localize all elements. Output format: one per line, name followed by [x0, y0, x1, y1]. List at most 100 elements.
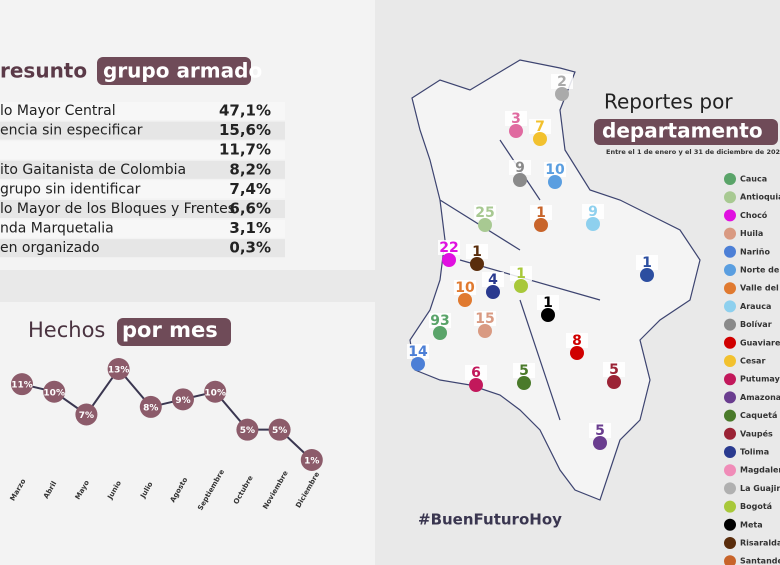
marker-tag	[407, 344, 429, 359]
marker-dot	[517, 376, 531, 390]
row-band	[0, 219, 285, 238]
marker-tag	[636, 255, 658, 270]
legend-swatch	[724, 427, 736, 440]
group-value: 11,7%	[219, 141, 271, 159]
row-band	[0, 200, 285, 218]
legend-label: Antioquia	[740, 193, 780, 202]
marker-dot	[534, 218, 548, 232]
marker-value: 22	[439, 240, 458, 256]
groups-title-highlight: grupo armado	[103, 59, 262, 83]
point	[300, 449, 323, 471]
marker-dot	[555, 87, 569, 101]
legend-swatch	[724, 555, 736, 565]
legend-label: Norte de Sa	[740, 266, 780, 275]
marker-dot	[458, 293, 472, 307]
marker-tag	[544, 162, 566, 177]
marker-tag	[537, 295, 559, 310]
marker-tag	[603, 362, 625, 377]
marker-tag	[465, 365, 487, 380]
marker-dot	[478, 324, 492, 338]
marker-tag	[482, 272, 504, 287]
row-band	[0, 160, 285, 179]
point	[139, 395, 162, 418]
legend-swatch	[724, 282, 736, 295]
legend-swatch	[724, 318, 736, 331]
legend-swatch	[724, 264, 736, 276]
group-value: 47,1%	[219, 102, 271, 120]
legend-swatch	[724, 391, 736, 404]
legend-label: Magdalena	[740, 466, 780, 475]
marker-dot	[411, 357, 425, 371]
legend-swatch	[724, 227, 736, 240]
value-label: 5%	[272, 426, 287, 436]
point	[43, 380, 66, 403]
legend-label: Risaralda	[740, 539, 780, 548]
marker-tag	[466, 244, 488, 259]
marker-value: 3	[511, 111, 521, 127]
value-label: 8%	[143, 403, 158, 413]
value-label: 11%	[11, 381, 33, 391]
marker-dot	[469, 378, 483, 392]
group-label: grupo sin identificar	[0, 181, 141, 197]
legend-swatch	[724, 245, 736, 258]
row-band	[0, 180, 285, 199]
marker-tag	[530, 205, 552, 220]
legend-swatch	[724, 482, 736, 495]
legend-label: Bolívar	[740, 320, 772, 329]
legend-swatch	[724, 300, 736, 313]
legend-label: Cesar	[740, 357, 765, 366]
value-label: 9%	[175, 396, 190, 406]
highlight	[117, 318, 231, 346]
marker-value: 14	[408, 344, 428, 360]
legend-swatch	[724, 191, 736, 204]
marker-dot	[640, 268, 654, 282]
legend-swatch	[724, 500, 736, 513]
row-band	[0, 239, 285, 258]
value-label: 13%	[108, 366, 130, 376]
legend-swatch	[724, 446, 736, 458]
highlight	[97, 57, 251, 85]
value-label: 5%	[240, 426, 255, 436]
legend-swatch	[724, 373, 736, 386]
marker-tag	[513, 363, 535, 378]
legend-label: Amazonas	[740, 393, 780, 402]
point	[204, 380, 227, 403]
marker-tag	[589, 423, 611, 438]
marker-dot	[586, 217, 600, 231]
legend-label: Vaupés	[740, 428, 773, 438]
marker-dot	[541, 308, 555, 322]
map-title-highlight: departamento	[602, 119, 763, 143]
marker-value: 9	[588, 204, 598, 220]
marker-tag	[509, 160, 531, 175]
marker-tag	[529, 119, 551, 134]
marker-dot	[509, 124, 523, 138]
highlight	[594, 119, 778, 145]
marker-tag	[510, 266, 532, 281]
legend-label: Huila	[740, 229, 763, 238]
map-subtitle: Entre el 1 de enero y el 31 de diciembre…	[606, 148, 780, 156]
value-label: 10%	[43, 388, 65, 398]
marker-value: 5	[519, 363, 529, 379]
marker-value: 5	[609, 362, 619, 378]
marker-tag	[474, 205, 496, 220]
point	[236, 418, 259, 441]
chart-title: Hechos	[28, 318, 105, 342]
marker-dot	[533, 132, 547, 146]
marker-value: 93	[430, 313, 449, 329]
legend-swatch	[724, 355, 736, 367]
legend-label: La Guajira	[740, 484, 780, 493]
groups-title: resunto	[0, 59, 87, 83]
legend-swatch	[724, 518, 736, 531]
point	[75, 403, 98, 426]
hashtag: #BuenFuturoHoy	[418, 511, 562, 529]
marker-value: 1	[543, 295, 553, 311]
group-label: nda Marquetalia	[0, 221, 114, 237]
legend-label: Arauca	[740, 302, 771, 311]
group-label: encia sin especificar	[0, 123, 143, 139]
group-label: ito Gaitanista de Colombia	[0, 162, 186, 178]
group-label: lo Mayor de los Bloques y Frentes	[0, 201, 235, 217]
marker-dot	[486, 285, 500, 299]
legend-swatch	[724, 336, 736, 349]
row-band	[0, 102, 285, 120]
